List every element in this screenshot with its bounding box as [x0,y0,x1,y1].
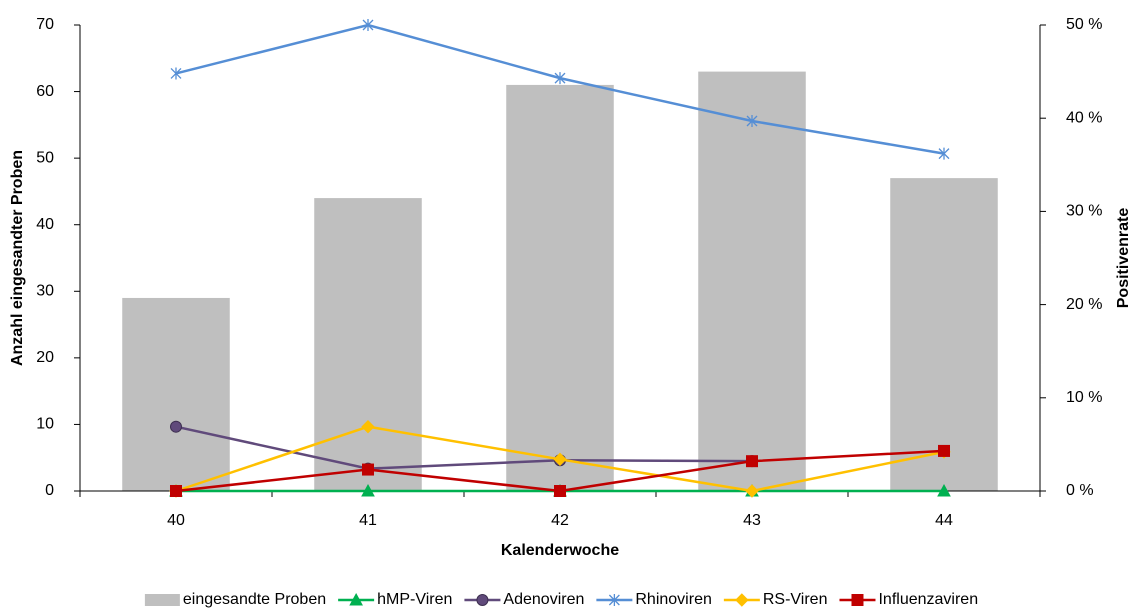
y-tick-label: 10 [36,416,54,433]
legend-label: RS-Viren [763,591,828,608]
x-axis-title: Kalenderwoche [501,542,619,559]
legend: eingesandte Proben hMP-Viren Adenoviren Rhi… [144,591,978,608]
bar [122,297,230,491]
line-marker [170,67,182,80]
legend-swatch [144,594,180,606]
legend-label: Rhinoviren [635,591,711,608]
line-marker [553,452,567,467]
y-tick-label: 70 [36,16,54,33]
legend-marker [608,594,620,606]
line-marker [361,419,375,434]
legend-label: Influenzaviren [878,591,978,608]
x-tick-label: 42 [551,512,569,529]
x-tick-label: 43 [743,512,761,529]
y-tick-label: 60 [36,83,54,100]
y2-tick-label: 0 % [1066,482,1094,499]
line-marker [938,147,950,160]
line-marker [362,19,374,31]
legend-label: hMP-Viren [377,591,452,608]
y2-tick-label: 10 % [1066,389,1102,406]
bar [506,84,614,492]
legend-marker [476,594,489,606]
bar [314,198,422,492]
line-marker [170,485,182,497]
line-marker [361,483,375,497]
y-tick-label: 40 [36,216,54,233]
bar [890,178,998,491]
line-marker [362,463,374,476]
y-tick-label: 20 [36,349,54,366]
y2-tick-label: 30 % [1066,203,1102,220]
legend-marker [851,594,864,606]
legend-label: Adenoviren [503,591,584,608]
legend-marker [735,593,749,607]
legend-label: eingesandte Proben [183,591,326,608]
y-tick-label: 0 [45,482,54,499]
line-marker [746,114,758,127]
y2-tick-label: 20 % [1066,296,1102,313]
y-tick-label: 50 [36,149,54,166]
x-tick-label: 44 [935,512,953,529]
y-axis-title: Anzahl eingesandter Proben [9,150,26,366]
line-marker [937,483,951,497]
y2-tick-label: 40 % [1066,109,1102,126]
line-marker [554,72,566,85]
line-marker [746,455,758,468]
line-marker [554,485,566,497]
y2-tick-label: 50 % [1066,16,1102,33]
y-tick-label: 30 [36,283,54,300]
x-tick-label: 41 [359,512,377,529]
line [175,425,753,470]
y2-axis-title: Positivenrate [1115,208,1132,309]
legend-marker [349,592,363,606]
x-tick-label: 40 [167,512,185,529]
line-marker [938,444,950,457]
line-marker [745,484,759,498]
line-marker [170,420,182,433]
bar [698,71,806,491]
